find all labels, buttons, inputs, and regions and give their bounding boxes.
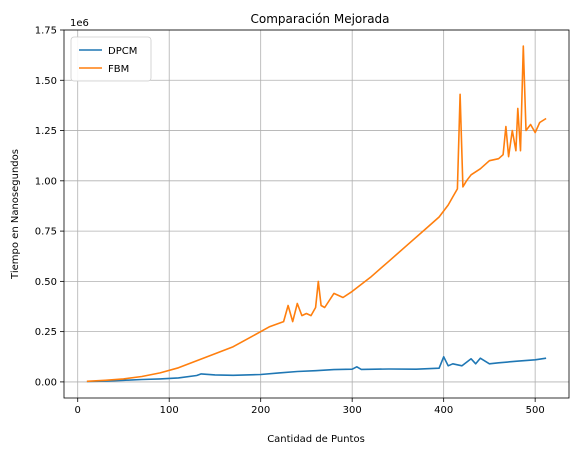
series-lines [86, 45, 547, 383]
x-tick-label: 400 [434, 405, 453, 416]
series-line-fbm [86, 45, 547, 383]
y-tick-label: 0.00 [35, 377, 57, 388]
y-tick-label: 0.75 [35, 227, 57, 238]
y-tick-label: 0.25 [35, 327, 57, 338]
plot-frame [63, 29, 570, 399]
x-tick-label: 500 [526, 405, 545, 416]
grid [64, 29, 569, 398]
chart-title: Comparación Mejorada [250, 12, 389, 26]
legend-label-fbm: FBM [108, 64, 129, 75]
x-tick-label: 0 [75, 405, 81, 416]
legend-box [70, 36, 152, 82]
axis-ticks: 0 100 200 300 400 500 0.00 0.25 0.50 0.75 1.00 1.25… [35, 26, 545, 417]
y-tick-label: 1.75 [35, 26, 57, 37]
y-tick-label: 0.50 [35, 277, 57, 288]
x-tick-label: 300 [343, 405, 362, 416]
y-tick-label: 1.00 [35, 176, 57, 187]
y-axis-label: Tiempo en Nanosegundos [10, 149, 21, 280]
series-line-dpcm [86, 355, 547, 383]
legend-label-dpcm: DPCM [108, 46, 137, 57]
y-tick-label: 1.50 [35, 76, 57, 87]
y-tick-label: 1.25 [35, 126, 57, 137]
x-tick-label: 100 [160, 405, 179, 416]
y-offset-label: 1e6 [70, 18, 89, 29]
x-axis-label: Cantidad de Puntos [267, 434, 365, 445]
legend: DPCM FBM [70, 36, 152, 82]
x-tick-label: 200 [251, 405, 270, 416]
